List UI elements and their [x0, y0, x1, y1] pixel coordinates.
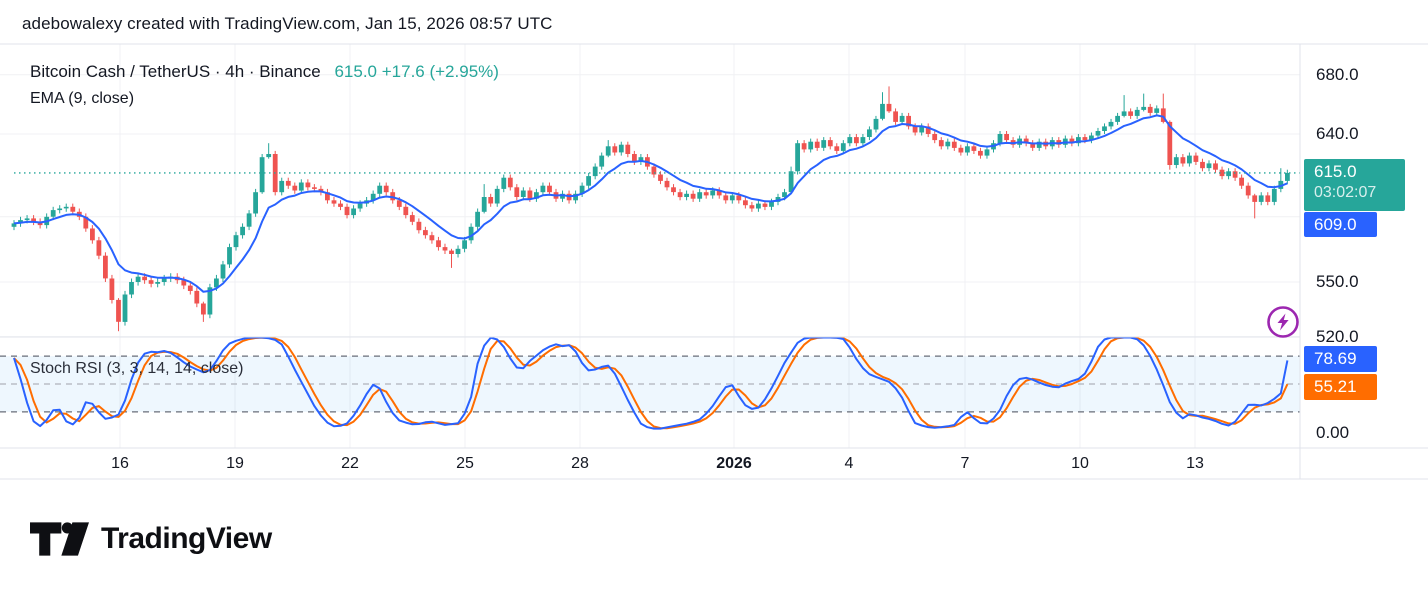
- tradingview-logo-icon: [30, 522, 89, 556]
- stoch-k-line: [13, 336, 1289, 430]
- symbol-price-change: 615.0 +17.6 (+2.95%): [334, 62, 498, 81]
- last-price-text: 615.0: [334, 62, 377, 81]
- candles: [11, 86, 1290, 332]
- last-price-badge: 615.0 03:02:07: [1304, 159, 1405, 211]
- stoch-rsi-legend[interactable]: Stoch RSI (3, 3, 14, 14, close): [30, 360, 244, 377]
- flash-button[interactable]: [1266, 305, 1300, 339]
- price-axis-label: 550.0: [1316, 272, 1359, 291]
- header-attribution: adebowalexy created with TradingView.com…: [22, 14, 553, 33]
- time-axis-label: 13: [1186, 455, 1204, 472]
- candle-countdown: 03:02:07: [1314, 184, 1377, 201]
- stoch-d-line: [13, 336, 1289, 430]
- price-axis-label: 640.0: [1316, 124, 1359, 143]
- tradingview-logo-text: TradingView: [101, 522, 272, 555]
- time-axis-label: 28: [571, 455, 589, 472]
- time-axis-label: 4: [844, 455, 854, 472]
- last-price-badge-value: 615.0: [1314, 162, 1357, 181]
- ema-legend[interactable]: EMA (9, close): [30, 90, 135, 107]
- stoch-axis-zero-label: 0.00: [1316, 423, 1350, 442]
- time-axis-label: 10: [1071, 455, 1089, 472]
- time-axis-label: 2026: [716, 455, 752, 472]
- lightning-icon: [1267, 306, 1299, 338]
- time-axis-label: 19: [226, 455, 244, 472]
- time-axis-label: 22: [341, 455, 359, 472]
- time-axis-label: 7: [960, 455, 970, 472]
- ema-line: [13, 114, 1288, 293]
- change-text: +17.6 (+2.95%): [381, 62, 499, 81]
- stoch-k-badge: 78.69: [1304, 346, 1377, 372]
- time-axis-label: 25: [456, 455, 474, 472]
- symbol-legend[interactable]: Bitcoin Cash / TetherUS · 4h · Binance 6…: [30, 62, 499, 82]
- price-axis-label: 520.0: [1316, 327, 1359, 346]
- symbol-title: Bitcoin Cash / TetherUS · 4h · Binance: [30, 62, 321, 81]
- stoch-d-badge: 55.21: [1304, 374, 1377, 400]
- time-axis-label: 16: [111, 455, 129, 472]
- price-axis-label: 680.0: [1316, 65, 1359, 84]
- tradingview-logo[interactable]: TradingView: [30, 522, 272, 556]
- ema-value-badge: 609.0: [1304, 212, 1377, 237]
